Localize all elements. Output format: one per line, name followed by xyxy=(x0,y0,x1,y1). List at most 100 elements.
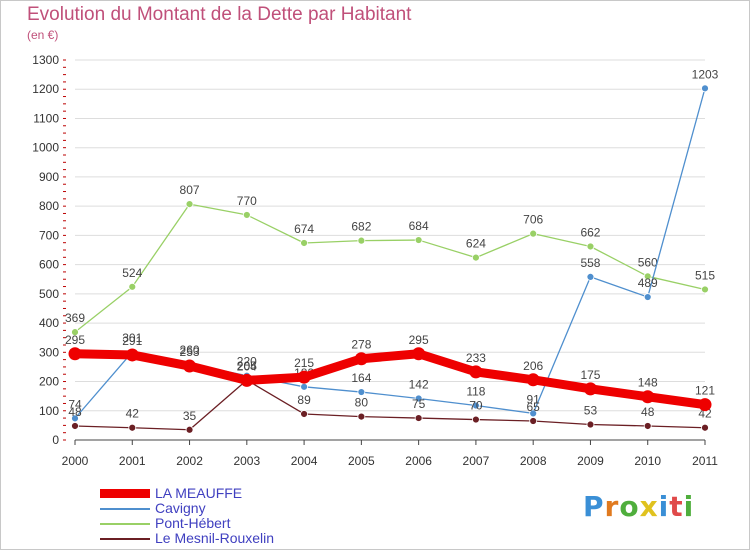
data-label: 253 xyxy=(180,345,200,359)
y-tick-label: 800 xyxy=(39,199,59,213)
data-point xyxy=(71,328,79,337)
logo-letter: i xyxy=(683,490,695,523)
data-label: 148 xyxy=(638,376,658,390)
data-point xyxy=(300,382,308,391)
x-tick-label: 2008 xyxy=(520,454,547,468)
data-point xyxy=(641,390,655,404)
data-label: 75 xyxy=(412,397,426,411)
data-label: 558 xyxy=(580,256,600,270)
data-point xyxy=(701,84,709,93)
data-label: 91 xyxy=(527,392,541,406)
x-tick-label: 2000 xyxy=(62,454,89,468)
data-label: 295 xyxy=(409,333,429,347)
data-point xyxy=(414,394,423,403)
data-label: 706 xyxy=(523,213,543,227)
series-line-1 xyxy=(74,87,706,420)
chart-title: Evolution du Montant de la Dette par Hab… xyxy=(27,4,412,25)
data-point xyxy=(68,347,82,361)
y-tick-label: 100 xyxy=(39,404,59,418)
y-tick-label: 600 xyxy=(39,258,59,272)
data-point xyxy=(185,425,194,434)
data-point xyxy=(643,272,652,281)
data-point xyxy=(698,398,712,412)
chart-subtitle: (en €) xyxy=(27,28,59,42)
data-label: 662 xyxy=(580,225,600,239)
data-point xyxy=(583,382,597,396)
x-tick-label: 2009 xyxy=(577,454,604,468)
logo-letter: t xyxy=(669,490,684,523)
data-point xyxy=(701,285,709,294)
data-label: 369 xyxy=(65,311,85,325)
data-point xyxy=(529,417,538,425)
data-point xyxy=(472,401,480,410)
data-point xyxy=(586,242,595,251)
data-point xyxy=(300,239,308,247)
y-tick-label: 400 xyxy=(39,316,59,330)
data-point xyxy=(701,423,709,432)
data-label: 684 xyxy=(409,219,429,233)
data-point xyxy=(472,415,480,424)
legend-label: Le Mesnil-Rouxelin xyxy=(155,530,275,546)
data-point xyxy=(412,347,426,361)
x-tick-label: 2002 xyxy=(176,454,203,468)
data-point xyxy=(469,365,483,379)
y-tick-label: 1200 xyxy=(32,82,59,96)
x-tick-label: 2006 xyxy=(405,454,432,468)
x-tick-label: 2005 xyxy=(348,454,375,468)
legend-label: Pont-Hébert xyxy=(155,515,231,531)
data-point xyxy=(529,409,538,418)
data-label: 118 xyxy=(466,385,485,399)
y-tick-label: 1000 xyxy=(32,141,59,155)
data-point xyxy=(414,414,423,422)
data-label: 489 xyxy=(638,276,658,290)
data-point xyxy=(297,370,311,384)
data-label: 48 xyxy=(641,405,655,419)
data-label: 524 xyxy=(122,266,142,280)
data-label: 48 xyxy=(68,405,82,419)
data-point xyxy=(414,236,423,244)
x-tick-label: 2007 xyxy=(463,454,490,468)
data-label: 70 xyxy=(469,399,483,413)
data-label: 807 xyxy=(180,183,200,197)
y-tick-label: 300 xyxy=(39,345,59,359)
data-point xyxy=(586,420,595,429)
data-label: 89 xyxy=(297,393,311,407)
data-label: 515 xyxy=(695,268,715,282)
data-label: 674 xyxy=(294,222,314,236)
data-label: 164 xyxy=(351,371,371,385)
legend-swatch-le-mesnil-rouxelin xyxy=(100,538,150,540)
data-point xyxy=(357,388,366,396)
y-tick-label: 1300 xyxy=(32,53,59,67)
data-point xyxy=(240,373,254,387)
y-tick-label: 200 xyxy=(39,375,59,389)
data-label: 301 xyxy=(122,331,142,345)
data-label: 560 xyxy=(638,255,658,269)
data-point xyxy=(128,282,137,291)
data-label: 1203 xyxy=(692,67,719,81)
logo-letter: o xyxy=(619,490,640,523)
data-label: 74 xyxy=(68,397,82,411)
y-tick-label: 700 xyxy=(39,228,59,242)
legend-swatch-pont-hebert xyxy=(100,523,150,525)
data-label: 624 xyxy=(466,237,486,251)
y-tick-label: 900 xyxy=(39,170,59,184)
data-label: 205 xyxy=(237,359,257,373)
data-point xyxy=(472,253,480,262)
data-label: 206 xyxy=(523,359,543,373)
data-point xyxy=(357,236,366,245)
y-tick-label: 1100 xyxy=(33,111,59,125)
data-label: 215 xyxy=(294,356,314,370)
data-label: 121 xyxy=(695,384,715,398)
logo-letter: i xyxy=(658,490,670,523)
series-line-3 xyxy=(74,379,706,431)
legend-label: Cavigny xyxy=(155,500,206,516)
logo-letter: P xyxy=(583,490,605,523)
data-label: 770 xyxy=(237,194,257,208)
data-point xyxy=(354,352,368,366)
data-point xyxy=(586,272,595,281)
x-tick-label: 2003 xyxy=(233,454,260,468)
data-label: 260 xyxy=(180,343,200,357)
data-point xyxy=(71,414,79,423)
